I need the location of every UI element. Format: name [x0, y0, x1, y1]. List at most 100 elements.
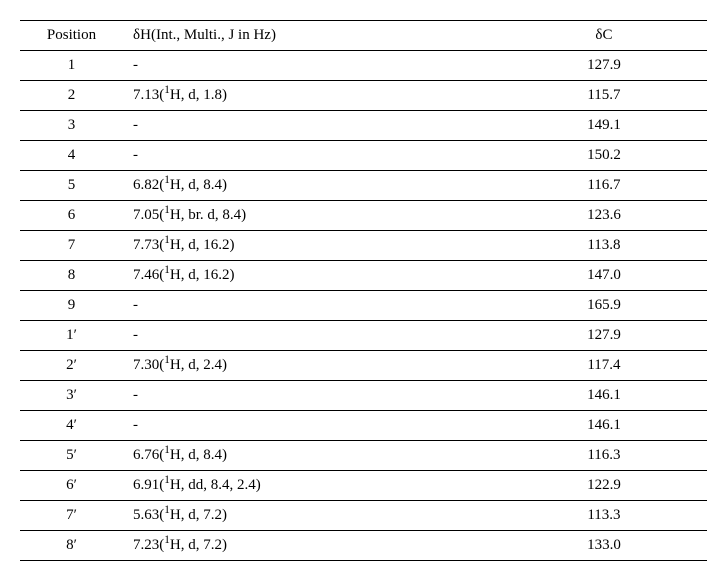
cell-delta-h: 6.91(1H, dd, 8.4, 2.4) — [123, 471, 501, 501]
dh-post: H, br. d, 8.4) — [170, 207, 246, 223]
cell-delta-c: 127.9 — [501, 321, 707, 351]
cell-delta-c: 127.9 — [501, 51, 707, 81]
table-row: 4′- 146.1 — [20, 411, 707, 441]
cell-position: 6 — [20, 201, 123, 231]
cell-delta-c: 113.8 — [501, 231, 707, 261]
cell-position: 9 — [20, 291, 123, 321]
cell-position: 6′ — [20, 471, 123, 501]
dh-pre: - — [133, 57, 138, 73]
cell-delta-c: 146.1 — [501, 381, 707, 411]
cell-delta-h: - — [123, 321, 501, 351]
dh-post: H, d, 16.2) — [170, 267, 235, 283]
cell-delta-h: 7.30(1H, d, 2.4) — [123, 351, 501, 381]
dh-pre: 6.82( — [133, 177, 164, 193]
cell-delta-h: - — [123, 411, 501, 441]
cell-position: 3′ — [20, 381, 123, 411]
dh-post: H, dd, 8.4, 2.4) — [170, 477, 261, 493]
table-row: 2′7.30(1H, d, 2.4)117.4 — [20, 351, 707, 381]
dh-pre: - — [133, 387, 138, 403]
cell-delta-h: 7.13(1H, d, 1.8) — [123, 81, 501, 111]
header-delta-c: δC — [501, 21, 707, 51]
cell-delta-c: 123.6 — [501, 201, 707, 231]
header-delta-h: δH(Int., Multi., J in Hz) — [123, 21, 501, 51]
table-row: 1′- 127.9 — [20, 321, 707, 351]
cell-delta-h: 7.46(1H, d, 16.2) — [123, 261, 501, 291]
cell-delta-h: 5.63(1H, d, 7.2) — [123, 501, 501, 531]
cell-delta-c: 116.3 — [501, 441, 707, 471]
dh-pre: 7.05( — [133, 207, 164, 223]
dh-post: H, d, 2.4) — [170, 357, 227, 373]
dh-pre: 7.13( — [133, 87, 164, 103]
cell-position: 4 — [20, 141, 123, 171]
header-position: Position — [20, 21, 123, 51]
dh-pre: 6.76( — [133, 447, 164, 463]
cell-delta-c: 146.1 — [501, 411, 707, 441]
table-row: 67.05(1H, br. d, 8.4)123.6 — [20, 201, 707, 231]
table-row: 5′6.76(1H, d, 8.4)116.3 — [20, 441, 707, 471]
cell-position: 4′ — [20, 411, 123, 441]
dh-post: H, d, 7.2) — [170, 537, 227, 553]
cell-delta-h: 7.05(1H, br. d, 8.4) — [123, 201, 501, 231]
table-row: 4- 150.2 — [20, 141, 707, 171]
cell-position: 1 — [20, 51, 123, 81]
table-header-row: Position δH(Int., Multi., J in Hz) δC — [20, 21, 707, 51]
table-row: 77.73(1H, d, 16.2)113.8 — [20, 231, 707, 261]
cell-delta-c: 122.9 — [501, 471, 707, 501]
dh-pre: 7.73( — [133, 237, 164, 253]
table-row: 87.46(1H, d, 16.2)147.0 — [20, 261, 707, 291]
cell-delta-c: 117.4 — [501, 351, 707, 381]
dh-post: H, d, 8.4) — [170, 177, 227, 193]
cell-delta-h: - — [123, 291, 501, 321]
cell-position: 1′ — [20, 321, 123, 351]
cell-delta-c: 149.1 — [501, 111, 707, 141]
dh-pre: - — [133, 297, 138, 313]
cell-position: 7 — [20, 231, 123, 261]
dh-post: H, d, 7.2) — [170, 507, 227, 523]
dh-pre: 7.30( — [133, 357, 164, 373]
cell-position: 5 — [20, 171, 123, 201]
cell-position: 2′ — [20, 351, 123, 381]
dh-pre: 7.23( — [133, 537, 164, 553]
dh-pre: - — [133, 147, 138, 163]
cell-delta-c: 116.7 — [501, 171, 707, 201]
table-row: 6′6.91(1H, dd, 8.4, 2.4)122.9 — [20, 471, 707, 501]
dh-pre: 5.63( — [133, 507, 164, 523]
dh-pre: - — [133, 117, 138, 133]
dh-post: H, d, 1.8) — [170, 87, 227, 103]
table-body: 1-127.927.13(1H, d, 1.8)115.73-149.14-15… — [20, 51, 707, 561]
cell-delta-h: 7.73(1H, d, 16.2) — [123, 231, 501, 261]
table-row: 9- 165.9 — [20, 291, 707, 321]
table-row: 3′- 146.1 — [20, 381, 707, 411]
cell-delta-c: 113.3 — [501, 501, 707, 531]
table-row: 7′5.63(1H, d, 7.2)113.3 — [20, 501, 707, 531]
cell-position: 8′ — [20, 531, 123, 561]
table-row: 1- 127.9 — [20, 51, 707, 81]
cell-position: 5′ — [20, 441, 123, 471]
dh-post: H, d, 16.2) — [170, 237, 235, 253]
table-row: 56.82(1H, d, 8.4)116.7 — [20, 171, 707, 201]
cell-delta-c: 165.9 — [501, 291, 707, 321]
cell-delta-h: - — [123, 111, 501, 141]
cell-delta-h: - — [123, 381, 501, 411]
cell-delta-c: 147.0 — [501, 261, 707, 291]
cell-position: 2 — [20, 81, 123, 111]
cell-delta-h: 6.82(1H, d, 8.4) — [123, 171, 501, 201]
cell-delta-h: 7.23(1H, d, 7.2) — [123, 531, 501, 561]
cell-delta-h: - — [123, 141, 501, 171]
cell-position: 8 — [20, 261, 123, 291]
cell-delta-c: 133.0 — [501, 531, 707, 561]
cell-position: 3 — [20, 111, 123, 141]
cell-delta-c: 115.7 — [501, 81, 707, 111]
cell-delta-h: - — [123, 51, 501, 81]
cell-delta-c: 150.2 — [501, 141, 707, 171]
nmr-data-table: Position δH(Int., Multi., J in Hz) δC 1-… — [20, 20, 707, 561]
dh-pre: 6.91( — [133, 477, 164, 493]
dh-pre: 7.46( — [133, 267, 164, 283]
table-row: 8′7.23(1H, d, 7.2)133.0 — [20, 531, 707, 561]
dh-post: H, d, 8.4) — [170, 447, 227, 463]
cell-position: 7′ — [20, 501, 123, 531]
table-row: 27.13(1H, d, 1.8)115.7 — [20, 81, 707, 111]
dh-pre: - — [133, 327, 138, 343]
dh-pre: - — [133, 417, 138, 433]
table-row: 3- 149.1 — [20, 111, 707, 141]
